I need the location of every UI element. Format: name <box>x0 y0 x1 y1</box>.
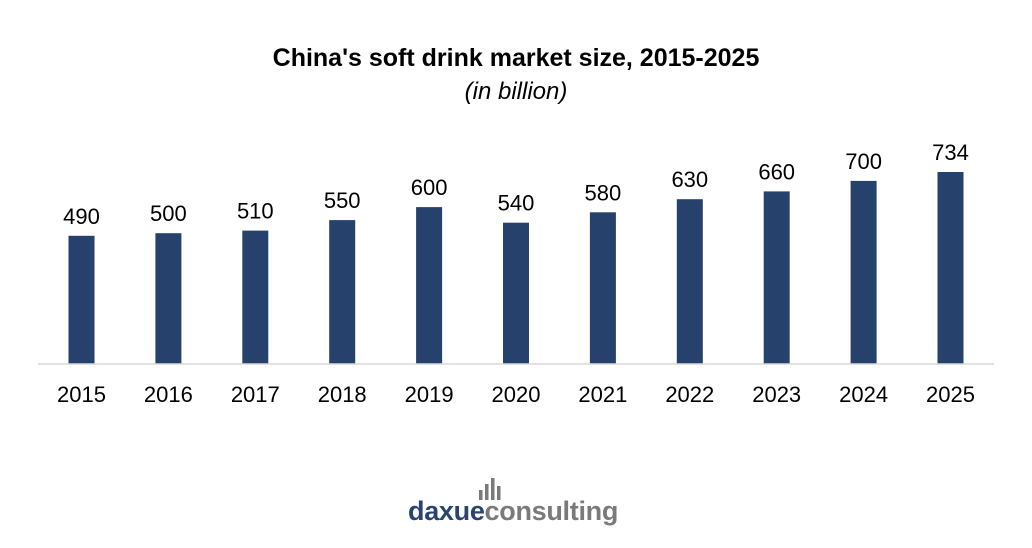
x-tick-label-2024: 2024 <box>839 382 888 407</box>
bar-2017 <box>242 230 269 364</box>
x-tick-label-2025: 2025 <box>926 382 975 407</box>
bar-2019 <box>416 207 443 364</box>
logo-text-consulting: consulting <box>484 496 619 526</box>
bar-2016 <box>155 233 182 364</box>
bar-chart-logo-icon <box>479 478 501 500</box>
data-label-2019: 600 <box>411 175 448 200</box>
bar-2015 <box>68 235 95 364</box>
data-label-2021: 580 <box>585 180 622 205</box>
labels-layer: 490 2015 500 2016 510 2017 550 2018 600 2019 540 20… <box>57 140 975 407</box>
chart-title: China's soft drink market size, 2015-202… <box>272 44 760 72</box>
bar-2022 <box>676 199 703 364</box>
x-tick-label-2015: 2015 <box>57 382 106 407</box>
data-label-2025: 734 <box>932 140 969 165</box>
data-label-2022: 630 <box>671 167 708 192</box>
x-tick-label-2019: 2019 <box>405 382 454 407</box>
bar-2018 <box>329 220 356 364</box>
data-label-2020: 540 <box>498 191 535 216</box>
data-label-2018: 550 <box>324 188 361 213</box>
logo-wordmark: daxueconsulting <box>408 496 618 527</box>
bar-2021 <box>589 212 616 364</box>
bars-layer <box>68 172 964 364</box>
x-tick-label-2016: 2016 <box>144 382 193 407</box>
bar-2025 <box>937 172 964 364</box>
data-label-2023: 660 <box>758 159 795 184</box>
data-label-2016: 500 <box>150 201 187 226</box>
x-tick-label-2023: 2023 <box>752 382 801 407</box>
x-tick-label-2022: 2022 <box>665 382 714 407</box>
x-tick-label-2017: 2017 <box>231 382 280 407</box>
data-label-2015: 490 <box>63 204 100 229</box>
x-tick-label-2018: 2018 <box>318 382 367 407</box>
x-tick-label-2020: 2020 <box>492 382 541 407</box>
brand-logo: daxueconsulting <box>408 478 628 528</box>
chart-subtitle: (in billion) <box>464 78 568 105</box>
bar-2020 <box>503 222 529 364</box>
bar-2023 <box>763 191 790 364</box>
data-label-2024: 700 <box>845 149 882 174</box>
logo-text-daxue: daxue <box>408 496 485 526</box>
data-label-2017: 510 <box>237 199 274 224</box>
x-tick-label-2021: 2021 <box>578 382 627 407</box>
bar-2024 <box>850 180 877 364</box>
